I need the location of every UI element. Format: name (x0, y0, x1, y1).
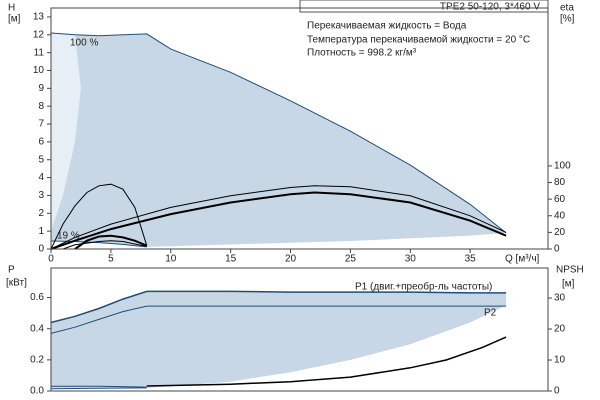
curve-label: 100 % (70, 38, 98, 49)
y2-axis-label: [%] (560, 14, 575, 25)
y2-axis-label: [м] (562, 279, 575, 290)
curve (50, 32, 507, 234)
plot-0 (50, 32, 507, 250)
curve-label: 19 % (57, 231, 80, 242)
y2-tick-label: 10 (554, 355, 566, 366)
curve-label: P2 (484, 308, 497, 319)
x-tick-label: 5 (108, 254, 114, 265)
operating-area (51, 291, 507, 388)
curve (50, 290, 507, 324)
annotation: Перекачиваемая жидкость = Вода (307, 21, 467, 32)
x-tick-label: 30 (405, 254, 417, 265)
curve (50, 305, 507, 334)
y-axis-label: [кВт] (6, 278, 27, 289)
x-tick-label: 35 (465, 254, 477, 265)
y-tick-label: 3 (38, 190, 44, 201)
y-tick-label: 1 (38, 226, 44, 237)
x-tick-label: 10 (165, 254, 177, 265)
x-tick-label: 15 (225, 254, 237, 265)
annotation: Температура перекачиваемой жидкости = 20… (307, 35, 530, 46)
annotation: Плотность = 998.2 кг/м³ (307, 48, 417, 59)
curve (146, 336, 507, 387)
curve (74, 234, 148, 250)
x-tick-label: 25 (345, 254, 357, 265)
y-tick-label: 0.4 (30, 323, 44, 334)
y-tick-label: 11 (34, 47, 45, 58)
y2-tick-label: 30 (554, 293, 566, 304)
y2-tick-label: 20 (554, 227, 566, 238)
y2-tick-label: 0 (554, 244, 560, 255)
curve (50, 183, 148, 250)
y-tick-label: 6 (38, 137, 44, 148)
y-tick-label: 8 (38, 101, 44, 112)
operating-area (51, 33, 81, 232)
curve (50, 191, 507, 250)
plot-1 (50, 290, 507, 390)
y2-axis-label: eta (560, 3, 574, 14)
y-tick-label: 0 (38, 244, 44, 255)
y2-tick-label: 0 (554, 386, 560, 397)
y-tick-label: 9 (38, 83, 44, 94)
y2-tick-label: 20 (554, 324, 566, 335)
y-tick-label: 4 (38, 172, 44, 183)
y-axis-label: [м] (8, 14, 21, 25)
x-axis-label: Q [м³/ч] (505, 254, 540, 265)
curve-label: P1 (двиг.+преобр-ль частоты) (355, 281, 492, 293)
x-tick-label: 20 (285, 254, 297, 265)
curve (50, 387, 147, 390)
y2-tick-label: 100 (554, 161, 571, 172)
y-tick-label: 2 (38, 208, 44, 219)
y-axis-label: P (8, 265, 15, 276)
chart-title: TPE2 50-120, 3*460 V (440, 2, 540, 13)
y-tick-label: 12 (33, 29, 45, 40)
x-tick-label: 0 (48, 254, 54, 265)
y2-tick-label: 80 (554, 177, 566, 188)
y-tick-label: 13 (33, 12, 45, 23)
y-tick-label: 0.6 (30, 292, 44, 303)
y-tick-label: 7 (38, 119, 44, 130)
y-tick-label: 0.0 (30, 386, 44, 397)
y2-tick-label: 40 (554, 210, 566, 221)
curve (51, 385, 147, 388)
y2-tick-label: 60 (554, 194, 566, 205)
y-axis-label: H (8, 3, 15, 14)
y-tick-label: 10 (33, 65, 45, 76)
operating-area (51, 33, 507, 247)
curve (50, 185, 507, 250)
y-tick-label: 0.2 (30, 355, 44, 366)
title-box (299, 0, 549, 13)
plot-frame (50, 7, 549, 250)
y2-axis-label: NPSH (556, 265, 584, 276)
curve (62, 240, 147, 250)
y-tick-label: 5 (38, 154, 44, 165)
